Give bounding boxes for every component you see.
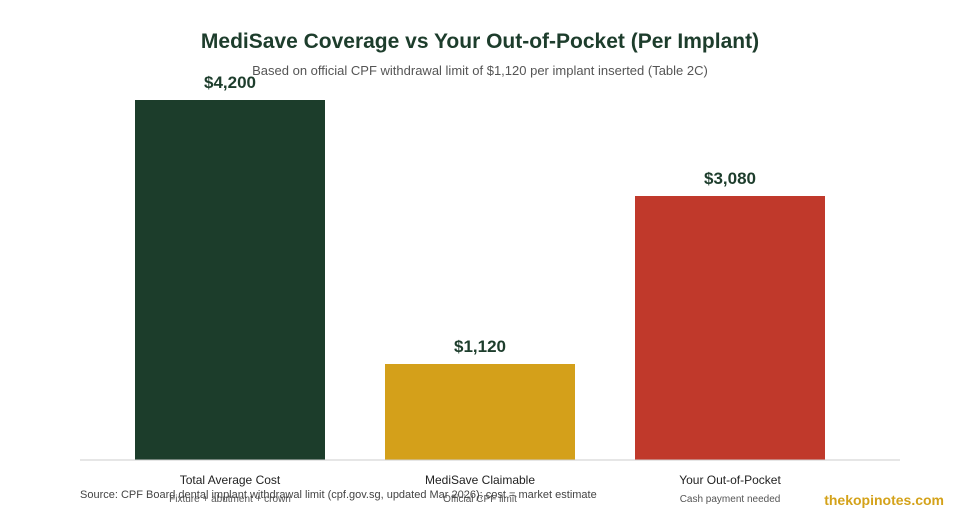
bar	[385, 364, 575, 460]
category-label: Total Average Cost	[180, 473, 281, 487]
bar	[135, 100, 325, 460]
source-note: Source: CPF Board dental implant withdra…	[80, 489, 597, 501]
chart-subtitle: Based on official CPF withdrawal limit o…	[252, 63, 708, 78]
category-sublabel: Fixture + abutment + crown	[169, 494, 291, 505]
category-label: Your Out-of-Pocket	[679, 473, 781, 487]
category-sublabel: Official CPF limit	[443, 494, 517, 505]
brand-watermark: thekopinotes.com	[824, 492, 944, 508]
category-label: MediSave Claimable	[425, 473, 535, 487]
category-sublabel: Cash payment needed	[680, 494, 781, 505]
chart-title: MediSave Coverage vs Your Out-of-Pocket …	[200, 30, 760, 53]
bar-value-label: $1,120	[454, 337, 506, 356]
bar-value-label: $3,080	[704, 169, 756, 188]
bar	[635, 196, 825, 460]
bar-value-label: $4,200	[204, 73, 256, 92]
